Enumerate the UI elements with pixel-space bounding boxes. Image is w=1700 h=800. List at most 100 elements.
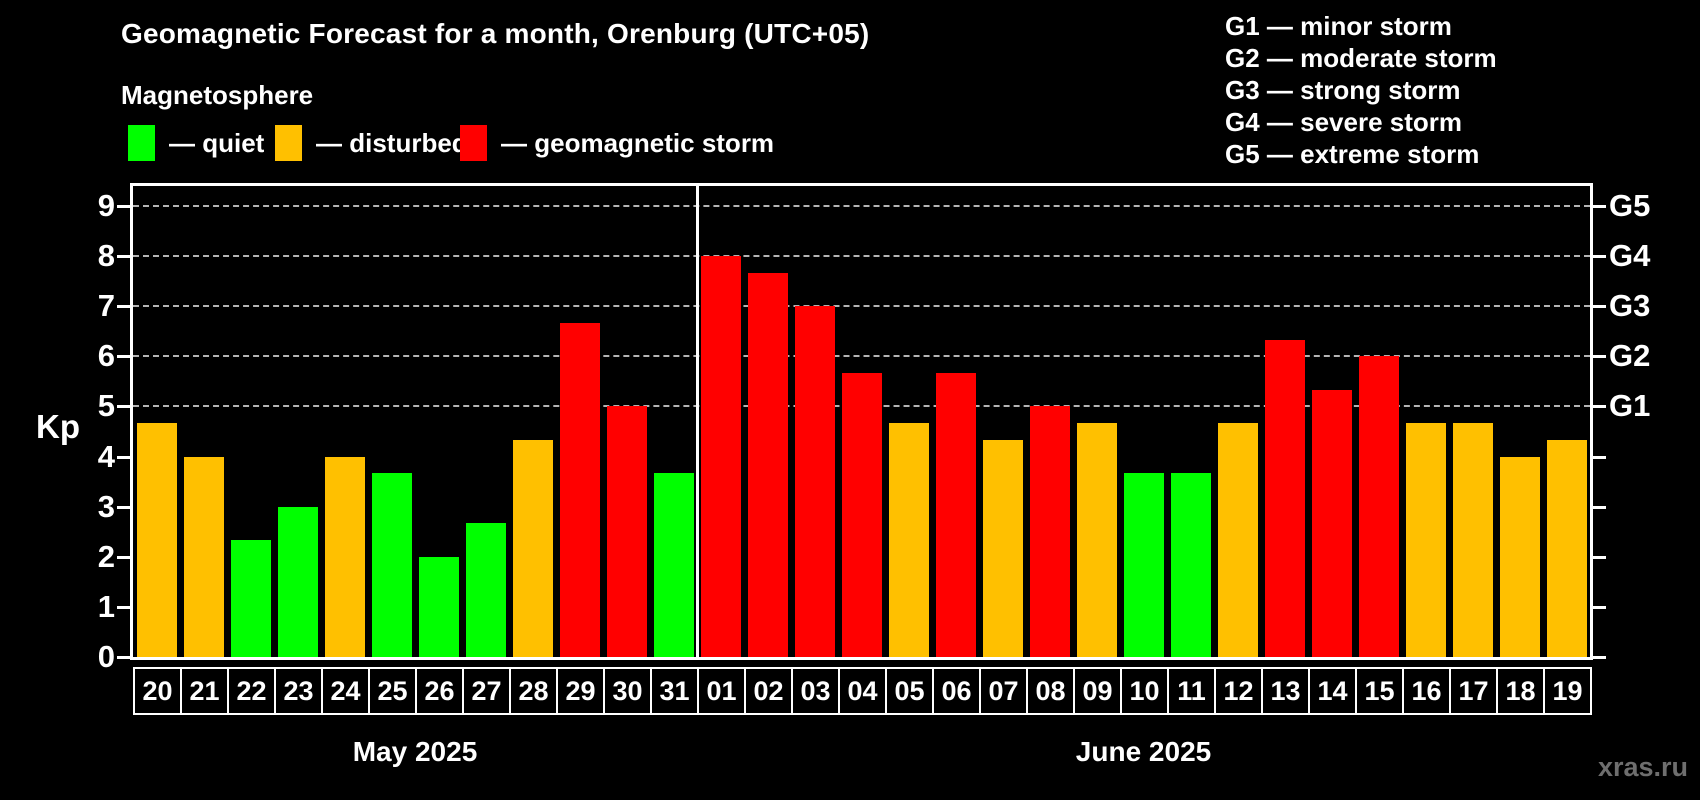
bar-day-13 (1264, 339, 1305, 657)
x-axis-day-label-10: 10 (1120, 667, 1169, 715)
legend-swatch-storm-icon (460, 125, 487, 161)
y-axis-tick-left-6 (117, 355, 130, 359)
legend-item-storm: — geomagnetic storm (460, 122, 774, 164)
right-axis-label-G3: G3 (1609, 288, 1651, 324)
bar-day-24 (324, 456, 365, 657)
y-axis-tick-right-4 (1593, 455, 1606, 459)
y-axis-label-6: 6 (97, 338, 115, 374)
storm-scale-legend: G1 — minor storm G2 — moderate storm G3 — … (1225, 10, 1497, 170)
y-axis-tick-left-4 (117, 455, 130, 459)
month-label-may: May 2025 (352, 736, 478, 767)
bar-day-19 (1546, 440, 1587, 657)
bar-day-02 (747, 272, 788, 657)
bar-day-22 (230, 540, 271, 657)
x-axis-day-label-04: 04 (838, 667, 887, 715)
x-axis-day-label-05: 05 (885, 667, 934, 715)
y-axis-label-0: 0 (97, 639, 115, 674)
legend-item-quiet: — quiet (128, 122, 264, 164)
y-axis-tick-right-5 (1593, 405, 1606, 409)
y-axis-tick-left-8 (117, 255, 130, 259)
x-axis-day-label-12: 12 (1214, 667, 1263, 715)
y-axis-tick-left-0 (117, 656, 130, 659)
bar-day-23 (277, 506, 318, 657)
legend-label-quiet: — quiet (169, 127, 265, 158)
bar-day-03 (794, 306, 835, 657)
bar-day-16 (1405, 423, 1446, 657)
bar-day-28 (512, 440, 553, 657)
x-axis-day-label-18: 18 (1496, 667, 1545, 715)
x-axis-day-label-17: 17 (1449, 667, 1498, 715)
month-label-june: June 2025 (1075, 736, 1212, 767)
x-axis-day-label-28: 28 (509, 667, 558, 715)
y-axis-label-9: 9 (97, 188, 115, 224)
y-axis-label-5: 5 (97, 388, 115, 424)
right-axis-label-G1: G1 (1609, 388, 1651, 424)
gridline-kp-8 (133, 255, 1590, 258)
y-axis-tick-right-1 (1593, 605, 1606, 609)
right-axis-label-G5: G5 (1609, 188, 1651, 224)
bar-day-05 (888, 423, 929, 657)
bar-day-09 (1076, 423, 1117, 657)
y-axis-title: Kp (36, 408, 80, 445)
x-axis-day-label-22: 22 (227, 667, 276, 715)
bar-day-18 (1499, 456, 1540, 657)
y-axis-tick-left-2 (117, 555, 130, 559)
y-axis-tick-left-1 (117, 605, 130, 609)
x-axis-day-label-06: 06 (932, 667, 981, 715)
x-axis-day-label-19: 19 (1543, 667, 1592, 715)
bar-day-11 (1170, 473, 1211, 657)
y-axis-tick-right-0 (1593, 656, 1606, 659)
x-axis-day-label-21: 21 (180, 667, 229, 715)
y-axis-label-8: 8 (97, 238, 115, 274)
plot-inner (133, 186, 1590, 657)
x-axis-day-label-31: 31 (650, 667, 699, 715)
x-axis-day-label-03: 03 (791, 667, 840, 715)
gridline-kp-7 (133, 305, 1590, 308)
y-axis-label-3: 3 (97, 488, 115, 524)
legend-label-storm: — geomagnetic storm (501, 127, 775, 158)
y-axis-tick-right-8 (1593, 255, 1606, 259)
chart-subtitle: Magnetosphere (121, 80, 314, 110)
y-axis-tick-right-2 (1593, 555, 1606, 559)
y-axis-label-2: 2 (97, 538, 115, 574)
x-axis-day-label-14: 14 (1308, 667, 1357, 715)
storm-scale-legend-line-1: G1 — minor storm (1225, 11, 1452, 41)
storm-scale-legend-line-4: G4 — severe storm (1225, 107, 1463, 137)
bar-day-21 (183, 456, 224, 657)
bar-day-06 (935, 372, 976, 657)
x-axis-day-label-11: 11 (1167, 667, 1216, 715)
x-axis-day-label-01: 01 (697, 667, 746, 715)
bar-day-31 (653, 473, 694, 657)
y-axis-tick-right-9 (1593, 205, 1606, 209)
y-axis-tick-right-7 (1593, 305, 1606, 309)
x-axis-day-label-15: 15 (1355, 667, 1404, 715)
bar-day-10 (1123, 473, 1164, 657)
y-axis-tick-left-5 (117, 405, 130, 409)
x-axis-day-label-07: 07 (979, 667, 1028, 715)
legend-item-disturbed: — disturbed (275, 122, 468, 164)
x-axis-day-label-08: 08 (1026, 667, 1075, 715)
bar-day-30 (606, 406, 647, 657)
legend-swatch-quiet-icon (128, 125, 155, 161)
x-axis-day-label-27: 27 (462, 667, 511, 715)
bar-day-26 (418, 556, 459, 657)
legend-label-disturbed: — disturbed (316, 127, 468, 158)
y-axis-label-4: 4 (97, 438, 115, 474)
storm-scale-legend-line-3: G3 — strong storm (1225, 75, 1461, 105)
y-axis-label-7: 7 (97, 288, 115, 324)
x-axis-day-label-16: 16 (1402, 667, 1451, 715)
bar-day-14 (1311, 389, 1352, 657)
bar-day-25 (371, 473, 412, 657)
bar-day-01 (700, 256, 741, 657)
bar-day-04 (841, 372, 882, 657)
x-axis-day-label-25: 25 (368, 667, 417, 715)
x-axis-day-label-09: 09 (1073, 667, 1122, 715)
plot-area (130, 183, 1593, 660)
x-axis-day-label-23: 23 (274, 667, 323, 715)
y-axis-tick-right-3 (1593, 505, 1606, 509)
status-legend: — quiet — disturbed — geomagnetic storm (0, 122, 1100, 164)
bar-day-27 (465, 523, 506, 657)
x-axis-day-label-30: 30 (603, 667, 652, 715)
legend-swatch-disturbed-icon (275, 125, 302, 161)
